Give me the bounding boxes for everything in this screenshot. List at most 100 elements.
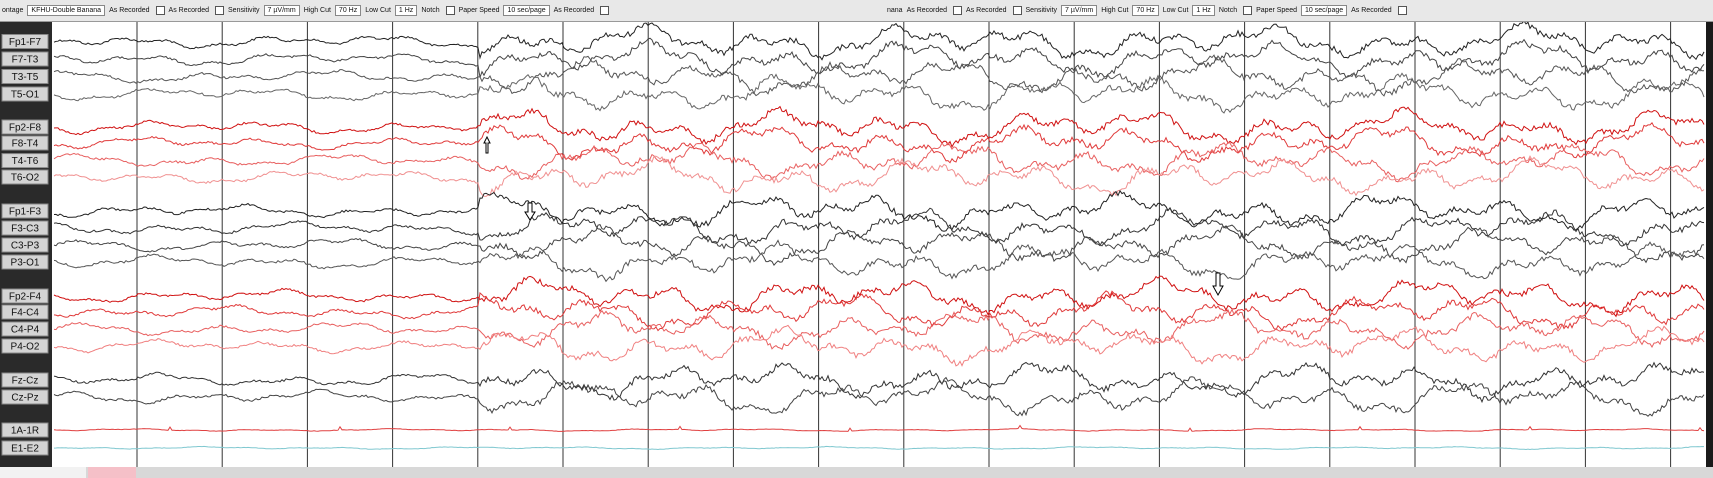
toolbar-label: High Cut bbox=[1101, 7, 1129, 14]
channel-label: F8-T4 bbox=[12, 139, 39, 150]
toolbar-label: Paper Speed bbox=[458, 7, 500, 14]
tab bbox=[88, 467, 136, 478]
eeg-trace bbox=[53, 155, 1705, 197]
channel-label-box bbox=[1, 288, 49, 304]
channel-label-box bbox=[1, 34, 49, 49]
channel-label-box bbox=[1, 304, 49, 320]
toolbar-label: Notch bbox=[421, 7, 440, 14]
tab bbox=[0, 467, 86, 478]
channel-label: 1A-1R bbox=[11, 426, 39, 437]
channel-label: Fp2-F8 bbox=[9, 123, 42, 134]
eeg-trace bbox=[53, 223, 1705, 266]
dropdown[interactable]: KFHU-Double Banana bbox=[27, 5, 106, 16]
toolbar-label: Low Cut bbox=[1162, 7, 1189, 14]
channel-label: F3-C3 bbox=[11, 224, 39, 235]
eeg-trace bbox=[53, 361, 1705, 404]
channel-label: T5-O1 bbox=[11, 90, 40, 101]
eeg-trace bbox=[53, 445, 1705, 451]
toolbar-label: nana bbox=[887, 7, 903, 14]
arrow-down bbox=[524, 202, 536, 221]
channel-label: Fz-Cz bbox=[12, 376, 39, 387]
toolbar-label: As Recorded bbox=[906, 7, 948, 14]
eeg-trace bbox=[53, 376, 1705, 417]
dropdown[interactable]: 70 Hz bbox=[334, 5, 362, 16]
eeg-trace bbox=[53, 121, 1705, 164]
channel-label-box bbox=[1, 203, 49, 219]
channel-label-box bbox=[1, 69, 49, 84]
eeg-trace bbox=[53, 54, 1704, 97]
toolbar-label: Paper Speed bbox=[1256, 7, 1297, 14]
status-strip bbox=[0, 467, 1713, 478]
checkbox[interactable] bbox=[1012, 6, 1022, 15]
toolbar-label: As Recorded bbox=[168, 7, 210, 14]
eeg-trace bbox=[53, 72, 1705, 114]
channel-label: Cz-Pz bbox=[11, 393, 38, 404]
channel-label: Fp1-F3 bbox=[9, 207, 42, 218]
checkbox[interactable] bbox=[1243, 6, 1253, 15]
channel-label-box bbox=[1, 51, 49, 67]
eeg-trace bbox=[53, 275, 1705, 318]
channel-label-box bbox=[1, 321, 49, 337]
dropdown[interactable]: 70 Hz bbox=[1132, 5, 1159, 16]
channel-label-box bbox=[1, 389, 49, 405]
checkbox[interactable] bbox=[1397, 6, 1407, 15]
channel-label-box bbox=[1, 86, 49, 102]
channel-label-box bbox=[1, 119, 49, 135]
checkbox[interactable] bbox=[215, 6, 225, 15]
arrow-down bbox=[1212, 272, 1224, 297]
channel-label-box bbox=[1, 220, 49, 236]
dropdown[interactable]: 7 µV/mm bbox=[1061, 5, 1098, 16]
eeg-trace bbox=[53, 37, 1705, 79]
toolbar-label: Sensitivity bbox=[1025, 7, 1058, 14]
dropdown[interactable]: 10 sec/page bbox=[503, 5, 550, 16]
channel-label: P3-O1 bbox=[11, 258, 40, 269]
checkbox[interactable] bbox=[600, 6, 610, 15]
dropdown[interactable]: 1 Hz bbox=[1192, 5, 1215, 16]
eeg-trace bbox=[53, 324, 1705, 367]
right-border bbox=[1706, 22, 1713, 467]
channel-label: P4-O2 bbox=[11, 342, 40, 353]
channel-label: Fp2-F4 bbox=[9, 292, 42, 303]
channel-label: F7-T3 bbox=[12, 55, 39, 66]
dropdown[interactable]: 1 Hz bbox=[394, 5, 418, 16]
channel-label: C4-P4 bbox=[11, 325, 40, 336]
eeg-trace bbox=[53, 239, 1705, 283]
dropdown[interactable]: 7 µV/mm bbox=[263, 5, 300, 16]
channel-label-box bbox=[1, 169, 49, 185]
dropdown[interactable]: 10 sec/page bbox=[1300, 5, 1348, 16]
checkbox[interactable] bbox=[445, 6, 455, 15]
toolbar: ontage KFHU-Double Banana As Recorded As Re… bbox=[0, 0, 885, 22]
eeg-trace bbox=[53, 308, 1705, 350]
toolbar-label: As Recorded bbox=[966, 7, 1007, 14]
toolbar-label: Notch bbox=[1218, 7, 1238, 14]
channel-label-box bbox=[1, 237, 49, 253]
channel-label: F4-C4 bbox=[11, 308, 39, 319]
eeg-plot: Fp1-F7 F7-T3 T3-T5 T5-O1 Fp2-F8 F8-T4 T4-T6 T6-… bbox=[0, 22, 1713, 467]
toolbar: nana As Recorded As Recorded Sensitivity 7 µ… bbox=[885, 0, 1713, 22]
toolbar-label: As Recorded bbox=[553, 7, 595, 14]
channel-label-box bbox=[1, 440, 49, 456]
channel-label-box bbox=[1, 254, 49, 270]
eeg-trace bbox=[53, 22, 1705, 61]
toolbar-label: As Recorded bbox=[1351, 7, 1392, 14]
channel-label: T4-T6 bbox=[12, 156, 39, 167]
toolbar-label: Sensitivity bbox=[228, 7, 260, 14]
channel-label: T3-T5 bbox=[12, 72, 39, 83]
eeg-trace bbox=[53, 189, 1705, 232]
channel-label: C3-P3 bbox=[11, 241, 40, 252]
channel-label: Fp1-F7 bbox=[9, 37, 42, 48]
channel-label-box bbox=[1, 372, 49, 388]
eeg-trace bbox=[53, 207, 1705, 247]
checkbox[interactable] bbox=[155, 6, 165, 15]
toolbar-label: High Cut bbox=[303, 7, 331, 14]
channel-label-box bbox=[1, 135, 49, 151]
eeg-trace bbox=[53, 424, 1705, 432]
checkbox[interactable] bbox=[953, 6, 963, 15]
channel-label-box bbox=[1, 422, 49, 438]
toolbar-label: As Recorded bbox=[109, 7, 150, 14]
toolbar-label: Low Cut bbox=[365, 7, 391, 14]
annotation-arrows bbox=[483, 135, 1224, 297]
eeg-trace bbox=[53, 105, 1705, 148]
arrow-up bbox=[483, 135, 491, 154]
